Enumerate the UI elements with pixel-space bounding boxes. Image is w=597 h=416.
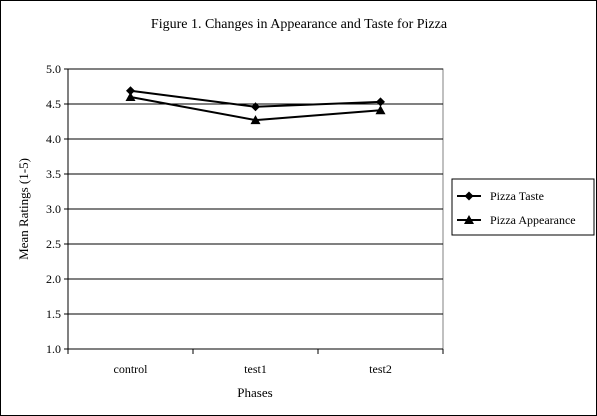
legend-items: Pizza Taste Pizza Appearance (457, 189, 576, 227)
legend-item-pizza-taste: Pizza Taste (457, 189, 544, 203)
legend-diamond-icon (464, 191, 474, 201)
y-tick-label: 1.0 (46, 342, 61, 356)
legend-label: Pizza Taste (490, 189, 544, 203)
y-axis-title: Mean Ratings (1-5) (16, 158, 31, 260)
y-tick-label: 2.5 (46, 237, 61, 251)
legend: Pizza Taste Pizza Appearance (451, 178, 595, 236)
series-pizza-taste (126, 86, 385, 112)
legend-triangle-icon (464, 215, 474, 224)
legend-box (451, 178, 595, 236)
y-tick-label: 4.0 (46, 132, 61, 146)
y-tick-label: 1.5 (46, 307, 61, 321)
data-point-pizza-appearance-test1 (250, 115, 261, 125)
data-point-pizza-appearance-control (125, 92, 136, 101)
y-axis-ticks: 1.0 1.5 2.0 2.5 3.0 3.5 4.0 4.5 5.0 (46, 62, 68, 356)
x-tick-label-test2: test2 (369, 362, 392, 376)
x-axis-title: Phases (237, 385, 272, 400)
legend-item-pizza-appearance: Pizza Appearance (457, 213, 576, 227)
data-point-pizza-appearance-test2 (375, 105, 386, 115)
data-point-pizza-taste-control (126, 86, 135, 96)
series-pizza-appearance (125, 92, 386, 125)
data-point-pizza-taste-test2 (376, 97, 385, 107)
x-tick-label-test1: test1 (244, 362, 267, 376)
y-tick-label: 3.0 (46, 202, 61, 216)
y-tick-label: 4.5 (46, 97, 61, 111)
chart-title: Figure 1. Changes in Appearance and Tast… (151, 17, 448, 32)
y-tick-label: 2.0 (46, 272, 61, 286)
y-tick-label: 5.0 (46, 62, 61, 76)
legend-label: Pizza Appearance (490, 213, 576, 227)
x-tick-label-control: control (114, 362, 149, 376)
series-layer (125, 86, 386, 125)
x-axis-ticks: control test1 test2 (67, 349, 444, 376)
data-point-pizza-taste-test1 (251, 102, 260, 112)
y-tick-label: 3.5 (46, 167, 61, 181)
